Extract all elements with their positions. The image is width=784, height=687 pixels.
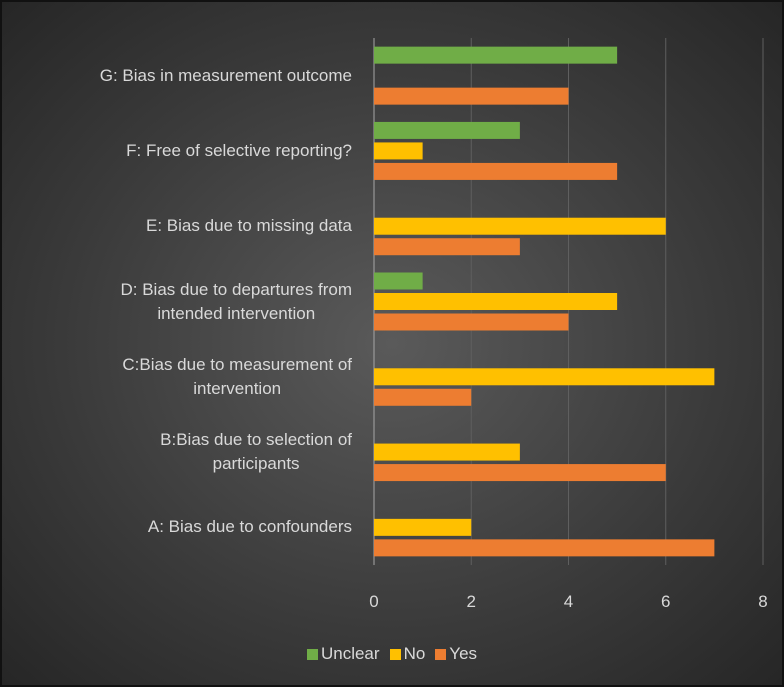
bar [374, 539, 715, 557]
bar [374, 217, 666, 235]
category-label: A: Bias due to confounders [147, 517, 352, 537]
x-tick-label: 6 [661, 592, 671, 611]
bar [374, 293, 618, 310]
bar [374, 272, 423, 290]
bar [374, 238, 520, 256]
bar [374, 464, 666, 482]
x-tick-label: 8 [758, 592, 768, 611]
legend-item: Yes [435, 644, 477, 664]
legend-label: Yes [449, 644, 478, 663]
legend-item: Unclear [306, 644, 380, 664]
category-label: D: Bias due to departures from intended … [120, 279, 352, 323]
bar [374, 388, 472, 406]
legend-label: No [403, 644, 426, 663]
legend-swatch [435, 648, 447, 660]
category-label: B:Bias due to selection of participants [160, 430, 352, 474]
x-tick-label: 0 [369, 592, 379, 611]
bar [374, 368, 715, 386]
legend-label: Unclear [320, 644, 380, 663]
bar [374, 162, 618, 180]
legend-item: No [389, 644, 426, 664]
bar [374, 443, 520, 461]
bar [374, 313, 569, 331]
bar [374, 142, 423, 160]
legend-swatch [306, 648, 318, 660]
category-label: E: Bias due to missing data [145, 216, 352, 236]
bar [374, 46, 618, 64]
x-tick-label: 4 [563, 592, 574, 611]
legend: Unclear No Yes [2, 644, 782, 664]
bar [374, 121, 520, 139]
bar [374, 518, 472, 536]
category-label: G: Bias in measurement outcome [99, 65, 352, 85]
bar [374, 87, 569, 105]
category-label: C:Bias due to measurement of interventio… [122, 354, 352, 398]
x-tick-label: 2 [466, 592, 476, 611]
legend-swatch [389, 648, 401, 660]
category-label: F: Free of selective reporting? [126, 140, 352, 160]
